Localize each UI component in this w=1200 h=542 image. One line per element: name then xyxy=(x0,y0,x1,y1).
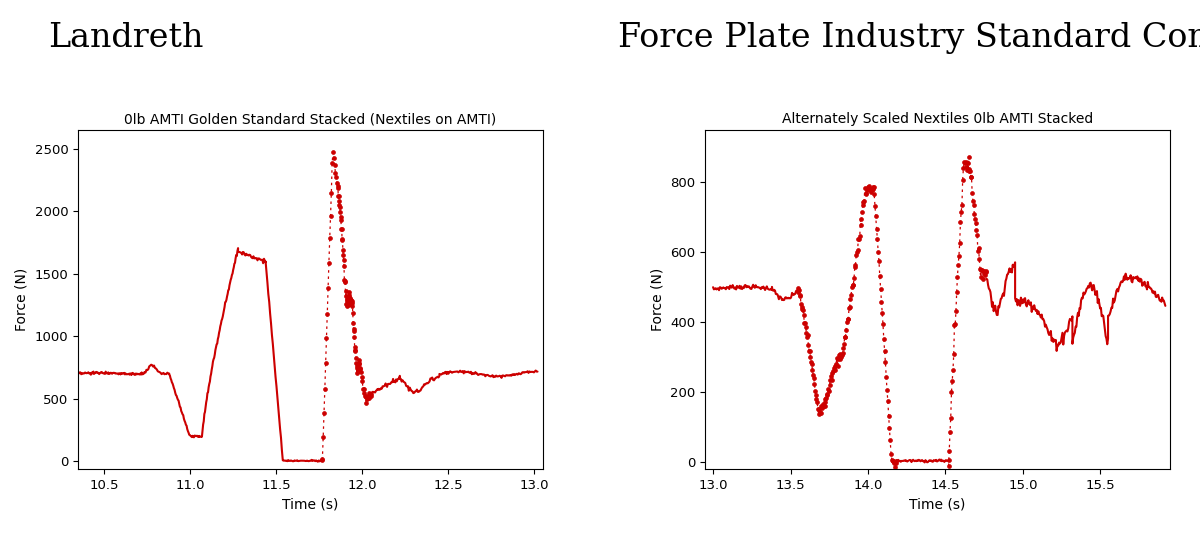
X-axis label: Time (s): Time (s) xyxy=(910,497,966,511)
Title: Alternately Scaled Nextiles 0lb AMTI Stacked: Alternately Scaled Nextiles 0lb AMTI Sta… xyxy=(782,112,1093,126)
Y-axis label: Force (N): Force (N) xyxy=(14,268,29,331)
Y-axis label: Force (N): Force (N) xyxy=(650,268,665,331)
X-axis label: Time (s): Time (s) xyxy=(282,497,338,511)
Text: Force Plate Industry Standard Comparison: Force Plate Industry Standard Comparison xyxy=(618,22,1200,54)
Text: Landreth: Landreth xyxy=(48,22,203,54)
Title: 0lb AMTI Golden Standard Stacked (Nextiles on AMTI): 0lb AMTI Golden Standard Stacked (Nextil… xyxy=(125,112,497,126)
